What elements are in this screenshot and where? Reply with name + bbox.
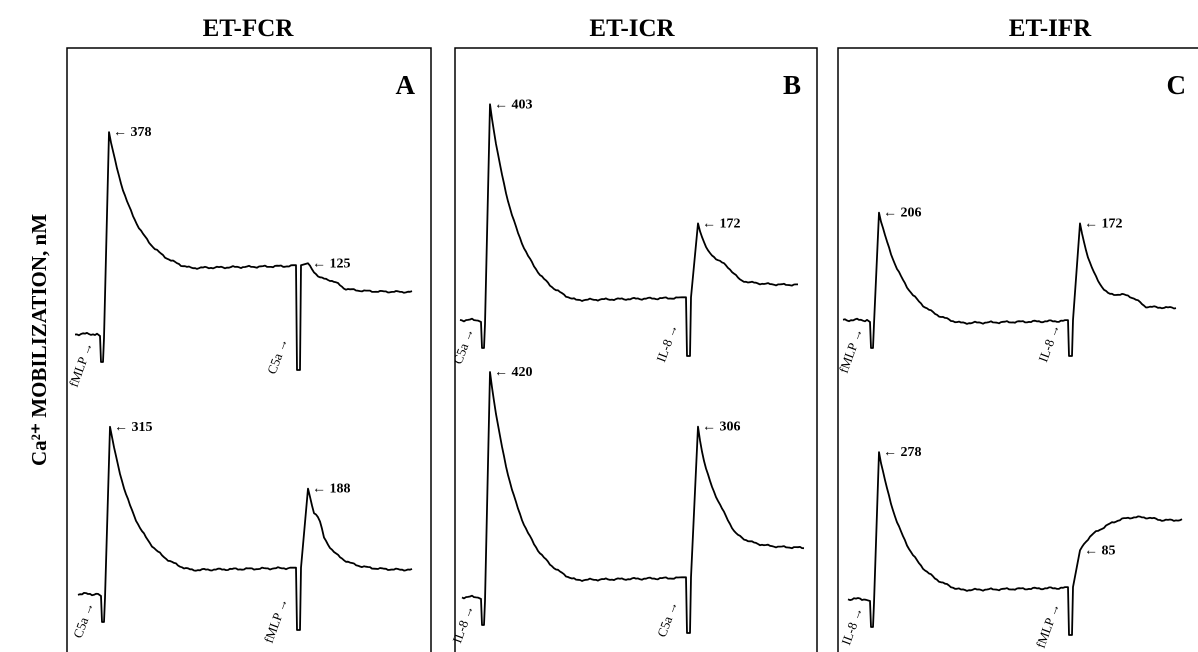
stimulus-label: fMLP → — [836, 326, 866, 375]
peak-value-label: ← 315 — [114, 420, 153, 435]
stimulus-label: IL-8 → — [1035, 322, 1063, 364]
panel-frame — [66, 47, 432, 652]
panel-b: ET-ICR B ← 403 ← 172 C5a → IL-8 → ← 420 ← 306 IL… — [449, 15, 818, 652]
y-axis-label: Ca²⁺ MOBILIZATION, nM — [27, 214, 51, 466]
panel-c: ET-IFR C ← 206 ← 172 fMLP → IL-8 → ← 278 ← 85 IL… — [836, 15, 1198, 652]
panel-frame — [454, 47, 818, 652]
calcium-trace — [77, 425, 413, 631]
peak-value-label: ← 278 — [883, 445, 922, 460]
panel-letter: B — [783, 70, 801, 100]
peak-value-label: ← 125 — [312, 256, 351, 271]
peak-value-label: ← 306 — [702, 420, 741, 435]
panel-title: ET-IFR — [1009, 15, 1092, 42]
panel-frame — [837, 47, 1198, 652]
panel-letter: A — [396, 70, 416, 100]
calcium-trace — [459, 103, 798, 357]
peak-value-label: ← 172 — [1084, 216, 1123, 231]
calcium-trace — [847, 451, 1183, 636]
calcium-trace — [842, 211, 1177, 357]
peak-value-label: ← 420 — [494, 365, 533, 380]
peak-value-label: ← 403 — [494, 97, 533, 112]
peak-value-label: ← 172 — [702, 216, 741, 231]
panels: ET-FCR A ← 378 ← 125 fMLP → C5a → ← 315 ← 188 C5… — [66, 15, 1198, 652]
stimulus-label: fMLP → — [1033, 601, 1063, 650]
peak-value-label: ← 85 — [1084, 543, 1116, 558]
peak-value-label: ← 188 — [312, 482, 351, 497]
calcium-trace — [461, 371, 805, 634]
stimulus-label: IL-8 → — [653, 322, 681, 364]
stimulus-label: fMLP → — [261, 596, 291, 645]
panel-letter: C — [1167, 70, 1187, 100]
panel-title: ET-ICR — [589, 15, 675, 42]
peak-value-label: ← 206 — [883, 206, 922, 221]
stimulus-label: fMLP → — [66, 340, 96, 389]
stimulus-label: IL-8 → — [838, 605, 866, 647]
peak-value-label: ← 378 — [113, 125, 152, 140]
stimulus-label: C5a → — [70, 600, 97, 640]
stimulus-label: C5a → — [264, 336, 291, 376]
stimulus-label: C5a → — [450, 326, 477, 366]
calcium-trace — [74, 131, 413, 371]
stimulus-label: C5a → — [654, 599, 681, 639]
panel-title: ET-FCR — [203, 15, 295, 42]
panel-a: ET-FCR A ← 378 ← 125 fMLP → C5a → ← 315 ← 188 C5… — [66, 15, 432, 652]
stimulus-label: IL-8 → — [449, 603, 477, 645]
